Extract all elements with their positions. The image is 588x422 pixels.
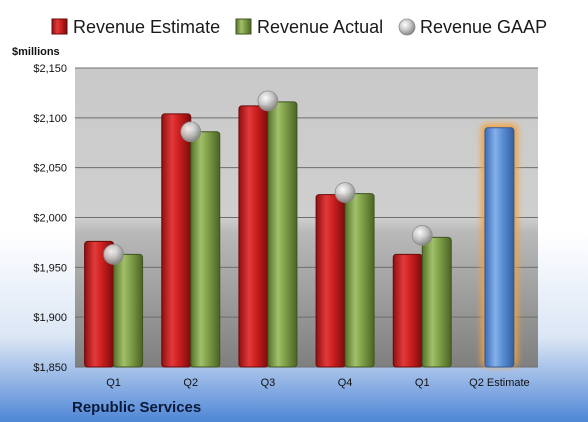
y-tick-label: $2,150 xyxy=(33,63,67,75)
legend-swatch xyxy=(51,18,68,35)
bar-revenue-estimate xyxy=(238,105,269,368)
legend-label: Revenue Actual xyxy=(257,17,383,37)
legend-label: Revenue Estimate xyxy=(73,17,220,37)
legend-swatch xyxy=(398,18,416,36)
x-tick-label: Q2 Estimate xyxy=(469,377,530,389)
gaap-markers xyxy=(103,90,433,265)
bar-q2-estimate xyxy=(484,127,515,368)
bar-revenue-estimate xyxy=(392,253,423,368)
company-name: Republic Services xyxy=(72,399,201,416)
marker-revenue-gaap xyxy=(257,90,279,112)
y-tick-label: $2,050 xyxy=(33,163,67,175)
bar-revenue-actual xyxy=(190,131,221,368)
y-tick-label: $2,100 xyxy=(33,113,67,125)
marker-revenue-gaap xyxy=(103,243,124,265)
bar-revenue-actual xyxy=(267,101,298,368)
bar-revenue-actual xyxy=(421,236,452,368)
bars xyxy=(84,101,518,368)
bar-revenue-actual xyxy=(344,193,375,368)
grid-lines xyxy=(75,67,538,368)
bar-revenue-estimate xyxy=(161,113,192,368)
x-tick-label: Q1 xyxy=(106,377,121,389)
axis-ticks: $1,850 $1,900 $1,950 $2,000 $2,050 $2,100 $2,1… xyxy=(33,63,529,389)
bar-revenue-estimate xyxy=(315,194,346,368)
y-tick-label: $1,850 xyxy=(33,362,67,374)
legend-label: Revenue GAAP xyxy=(420,17,547,37)
marker-revenue-gaap xyxy=(334,182,356,203)
legend-swatch xyxy=(235,18,252,35)
marker-revenue-gaap xyxy=(180,121,202,143)
y-tick-label: $1,950 xyxy=(33,262,67,274)
y-tick-label: $2,000 xyxy=(33,213,67,225)
x-tick-label: Q2 xyxy=(183,377,198,389)
x-tick-label: Q3 xyxy=(261,377,276,389)
y-tick-label: $1,900 xyxy=(33,312,67,324)
bar-revenue-actual xyxy=(113,253,144,368)
marker-revenue-gaap xyxy=(411,225,433,246)
x-tick-label: Q4 xyxy=(338,377,353,389)
x-tick-label: Q1 xyxy=(415,377,430,389)
legend: Revenue Estimate Revenue Actual Revenue GA… xyxy=(51,17,547,37)
y-axis-unit-label: $millions xyxy=(12,46,60,58)
